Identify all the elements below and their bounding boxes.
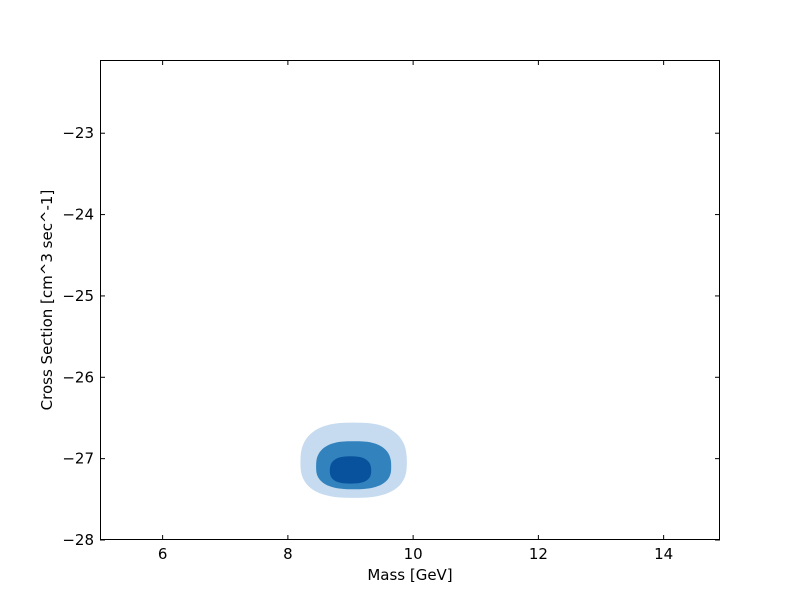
y-tick-label: −28 bbox=[62, 531, 94, 549]
y-axis-ticks: −28 −27 −26 −25 −24 −23 bbox=[62, 124, 720, 549]
y-axis-label: Cross Section [cm^3 sec^-1] bbox=[38, 190, 56, 411]
x-tick-label: 8 bbox=[283, 545, 293, 563]
plot-frame bbox=[100, 60, 720, 540]
x-tick-label: 12 bbox=[529, 545, 548, 563]
x-tick-label: 10 bbox=[404, 545, 423, 563]
y-tick-label: −23 bbox=[62, 124, 94, 142]
x-tick-label: 14 bbox=[654, 545, 673, 563]
contour-regions bbox=[300, 422, 407, 498]
y-tick-label: −27 bbox=[62, 450, 94, 468]
y-tick-label: −24 bbox=[62, 206, 94, 224]
x-axis-ticks: 6 8 10 12 14 bbox=[158, 60, 673, 563]
y-tick-label: −25 bbox=[62, 287, 94, 305]
x-tick-label: 6 bbox=[158, 545, 168, 563]
x-axis-label: Mass [GeV] bbox=[367, 566, 452, 584]
contour-level-inner bbox=[329, 456, 372, 484]
y-tick-label: −26 bbox=[62, 368, 94, 386]
